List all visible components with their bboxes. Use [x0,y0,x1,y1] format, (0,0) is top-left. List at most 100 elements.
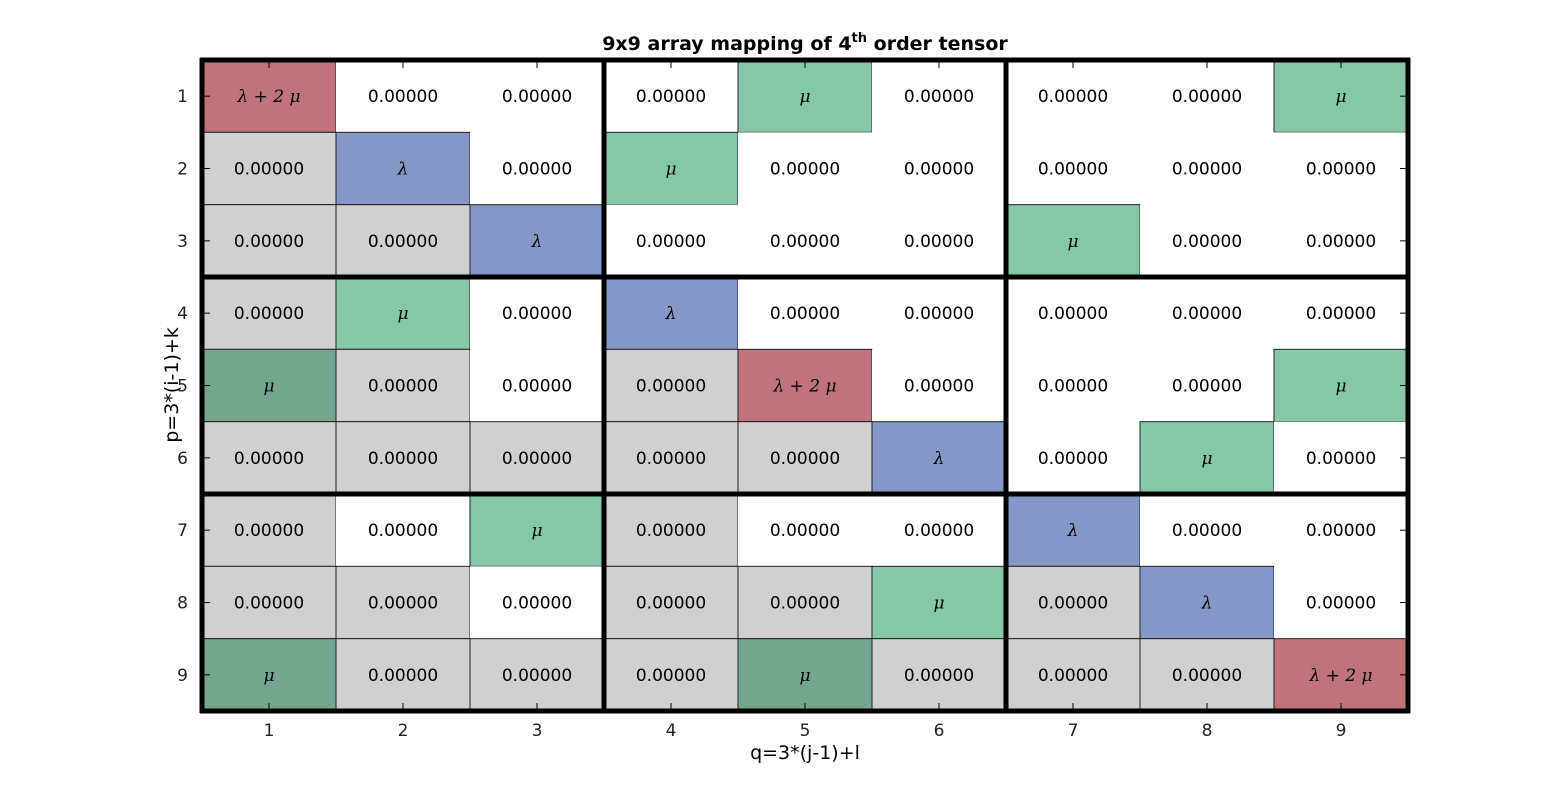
heatmap-cell-label: 0.00000 [904,160,974,180]
heatmap-cell-label: 0.00000 [502,449,572,469]
heatmap-cell-label: 0.00000 [1306,304,1376,324]
heatmap-cell-label: μ [1335,377,1346,397]
heatmap-cell-label: 0.00000 [502,594,572,614]
heatmap-cell [201,638,337,712]
y-tick-label: 8 [177,594,188,614]
heatmap-cell [469,638,605,712]
heatmap-cell [201,348,337,423]
heatmap-cell-label: 0.00000 [1172,160,1242,180]
heatmap-cell-label: 0.00000 [770,304,840,324]
heatmap-cell-label: 0.00000 [234,232,304,252]
heatmap-cell-label: μ [1335,87,1346,107]
heatmap-cell [335,421,471,495]
heatmap-cell [469,421,605,495]
heatmap-cell [603,493,739,567]
heatmap-cell [603,348,739,423]
heatmap-cell-label: 0.00000 [1038,304,1108,324]
y-tick-label: 7 [177,521,188,541]
heatmap-cell [335,565,471,640]
heatmap-cell-label: μ [933,594,944,614]
heatmap-cell [470,60,604,133]
heatmap-cell [871,421,1007,495]
heatmap-cell [871,638,1007,712]
heatmap-cell-label: 0.00000 [636,666,706,686]
heatmap-cell-label: 0.00000 [770,449,840,469]
heatmap-cells [201,59,1409,712]
x-tick-label: 7 [1068,721,1079,741]
x-tick-label: 1 [264,721,275,741]
heatmap-cell-label: λ [397,160,409,180]
heatmap-cell [603,638,739,712]
y-tick-label: 9 [177,666,188,686]
x-tick-label: 3 [532,721,543,741]
heatmap-cell [1005,638,1141,712]
heatmap-cell [603,131,739,206]
heatmap-cell-label: 0.00000 [1038,449,1108,469]
heatmap-cell-label: 0.00000 [1038,594,1108,614]
heatmap-cell-label: 0.00000 [368,521,438,541]
heatmap-cell-label: 0.00000 [502,87,572,107]
heatmap-cell-label: λ [531,232,543,252]
heatmap-cell [872,494,1006,567]
x-tick-label: 6 [934,721,945,741]
heatmap-cell [1274,204,1408,277]
heatmap-cell-label: μ [799,666,810,686]
chart-title-suffix: order tensor [867,33,1008,55]
heatmap-cell-label: λ + 2 μ [772,377,836,397]
heatmap-cell [201,276,337,350]
heatmap-cell [1006,277,1140,350]
heatmap-cell-label: 0.00000 [368,232,438,252]
heatmap-cell-label: 0.00000 [1172,666,1242,686]
heatmap-cell [469,493,605,567]
heatmap-cell-label: 0.00000 [368,666,438,686]
chart-title: 9x9 array mapping of 4th order tensor [602,31,1008,55]
heatmap-cell [1139,565,1275,640]
heatmap-cell-label: 0.00000 [1306,160,1376,180]
heatmap-cell-label: 0.00000 [1172,87,1242,107]
y-tick-label: 4 [177,304,188,324]
heatmap-cell [1006,349,1140,422]
heatmap-cell-label: 0.00000 [770,594,840,614]
heatmap-cell [201,565,337,640]
heatmap-cell-label: 0.00000 [1306,594,1376,614]
heatmap-cell-label: 0.00000 [1038,87,1108,107]
heatmap-cell-label: λ + 2 μ [236,87,300,107]
heatmap-cell [738,204,872,277]
y-tick-label: 1 [177,87,188,107]
heatmap-cell-label: 0.00000 [770,232,840,252]
heatmap-cell-label: 0.00000 [1038,160,1108,180]
x-axis-label: q=3*(j-1)+l [750,742,860,764]
axis-ticks: 1 2 3 4 5 6 7 8 9 1 2 3 4 5 6 7 8 9 [177,60,1408,741]
heatmap-cell-label: 0.00000 [1038,377,1108,397]
heatmap-cell-label: μ [1067,232,1078,252]
heatmap-cell [738,132,872,205]
heatmap-cell-label: 0.00000 [1172,521,1242,541]
heatmap-cell [1274,566,1408,639]
heatmap-cell [1274,494,1408,567]
heatmap-cell [1139,421,1275,495]
heatmap-cell-label: 0.00000 [770,521,840,541]
heatmap-cell-label: 0.00000 [502,304,572,324]
y-axis-label: p=3*(i-1)+k [161,327,183,443]
heatmap-cell-label: 0.00000 [1306,449,1376,469]
heatmap-cell-label: 0.00000 [636,594,706,614]
heatmap-cell-label: 0.00000 [502,160,572,180]
heatmap-cell [1274,421,1408,494]
heatmap-cell [737,638,873,712]
heatmap-cell [604,204,738,277]
heatmap-cell-label: 0.00000 [770,160,840,180]
x-tick-label: 5 [800,721,811,741]
heatmap-cell-label: μ [263,666,274,686]
heatmap-cell [201,59,337,133]
heatmap-cell [603,565,739,640]
heatmap-cell [871,565,1007,640]
heatmap-cell [336,60,470,133]
heatmap-cell [1273,348,1409,423]
heatmap-cell [1005,565,1141,640]
heatmap-cell-label: 0.00000 [368,594,438,614]
heatmap-cell-label: 0.00000 [234,160,304,180]
heatmap-cell-label: λ [1201,594,1213,614]
x-tick-label: 4 [666,721,677,741]
heatmap-cell [335,204,471,278]
